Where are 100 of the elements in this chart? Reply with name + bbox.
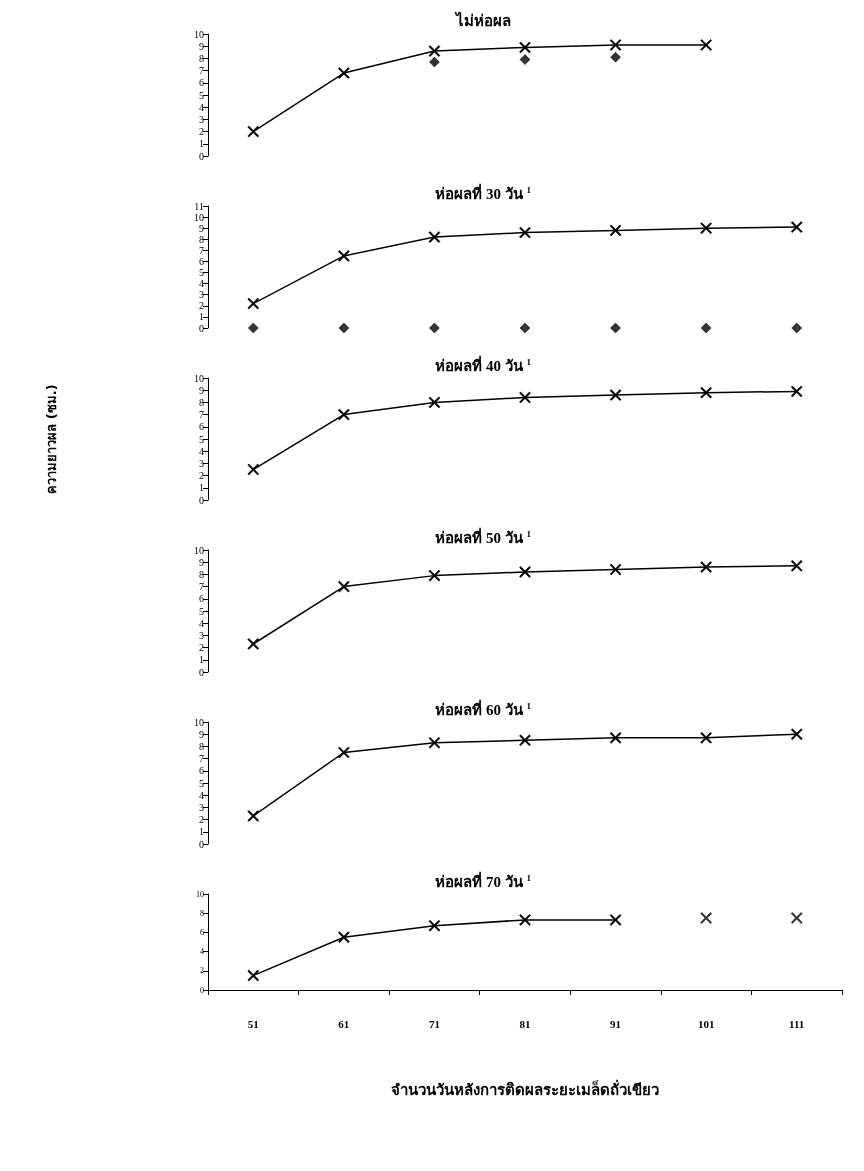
point [247,322,259,334]
chart-title: ห่อผลที่ 30 วัน 1 [435,182,532,202]
y-tick-label: 3 [199,289,204,301]
y-tick-label: 2 [200,966,204,976]
chart-title: ห่อผลที่ 40 วัน 1 [435,354,532,374]
point [338,931,350,943]
y-tick-label: 4 [199,789,204,801]
y-tick-label: 2 [199,642,204,654]
y-tick-label: 5 [199,777,204,789]
x-tick-label: 81 [519,1017,531,1030]
y-tick-label: 5 [199,605,204,617]
point [609,732,622,744]
point [610,322,621,334]
chart-title: ไม่ห่อผล [453,10,511,29]
point [247,125,260,138]
y-tick-label: 7 [199,244,204,256]
y-axis-title: ความยาวผล (ซม.) [44,384,59,494]
y-tick-label: 7 [199,753,204,765]
point [428,919,441,932]
y-tick-label: 10 [196,889,204,899]
point [519,566,531,578]
point [700,39,712,51]
y-tick-label: 7 [199,409,204,421]
point [609,914,622,926]
point [247,297,260,310]
y-tick-label: 4 [199,445,204,457]
y-tick-label: 8 [199,740,204,752]
point [247,810,260,822]
x-tick-label: 101 [697,1017,715,1030]
point [790,221,803,233]
y-tick-label: 3 [199,113,204,125]
x-tick-label: 61 [338,1017,350,1030]
point [519,734,531,747]
point [519,914,531,926]
point [519,54,531,65]
x-tick-label: 71 [428,1017,440,1030]
x-tick-label: 51 [247,1017,259,1030]
chart-title: ห่อผลที่ 50 วัน 1 [435,526,532,546]
point [429,56,440,68]
point [428,736,441,749]
y-tick-label: 4 [199,617,204,629]
point [700,561,712,573]
point [247,638,260,650]
point [338,580,350,593]
y-tick-label: 1 [199,482,204,494]
point [609,224,622,237]
point [338,746,350,759]
point [428,45,441,57]
y-tick-label: 1 [199,654,204,666]
point [429,322,440,334]
y-tick-label: 7 [199,65,204,77]
point [519,322,531,334]
point [610,51,621,63]
point [519,391,531,404]
point [428,569,441,582]
point [609,39,622,51]
y-tick-label: 3 [199,457,204,469]
y-tick-label: 5 [199,89,204,101]
point [700,732,712,744]
point [700,222,712,234]
y-tick-label: 1 [199,826,204,838]
x-tick-label: 91 [610,1017,622,1030]
y-tick-label: 5 [199,267,204,279]
point [428,396,441,409]
y-tick-label: 8 [199,233,204,245]
x-tick-label: 111 [789,1017,805,1030]
y-tick-label: 5 [199,433,204,445]
point [700,322,712,334]
point [791,322,803,334]
chart-title: ห่อผลที่ 70 วัน 1 [435,870,532,890]
y-tick-label: 3 [199,629,204,641]
point [790,385,803,398]
chart-title: ห่อผลที่ 60 วัน 1 [435,698,532,718]
point [609,563,622,576]
y-tick-label: 4 [199,101,204,113]
y-tick-label: 2 [199,814,204,826]
point [519,226,531,239]
point [338,250,350,262]
point [700,912,712,924]
y-tick-label: 4 [200,947,204,957]
y-tick-label: 4 [199,278,204,290]
y-tick-label: 1 [199,311,204,323]
point [338,322,350,334]
y-tick-label: 3 [199,801,204,813]
point [790,560,803,572]
y-tick-label: 1 [199,138,204,150]
x-axis-title: จำนวนวันหลังการติดผลระยะเมล็ดถั่วเขียว [391,1078,659,1098]
point [790,728,803,740]
point [247,969,260,982]
point [790,912,803,924]
y-tick-label: 2 [199,300,204,312]
y-tick-label: 8 [199,396,204,408]
y-tick-label: 11 [194,200,204,212]
y-tick-label: 7 [199,581,204,593]
point [338,67,350,79]
point [428,231,441,243]
point [700,386,712,399]
y-tick-label: 2 [199,470,204,482]
y-tick-label: 2 [199,126,204,138]
point [247,463,260,476]
